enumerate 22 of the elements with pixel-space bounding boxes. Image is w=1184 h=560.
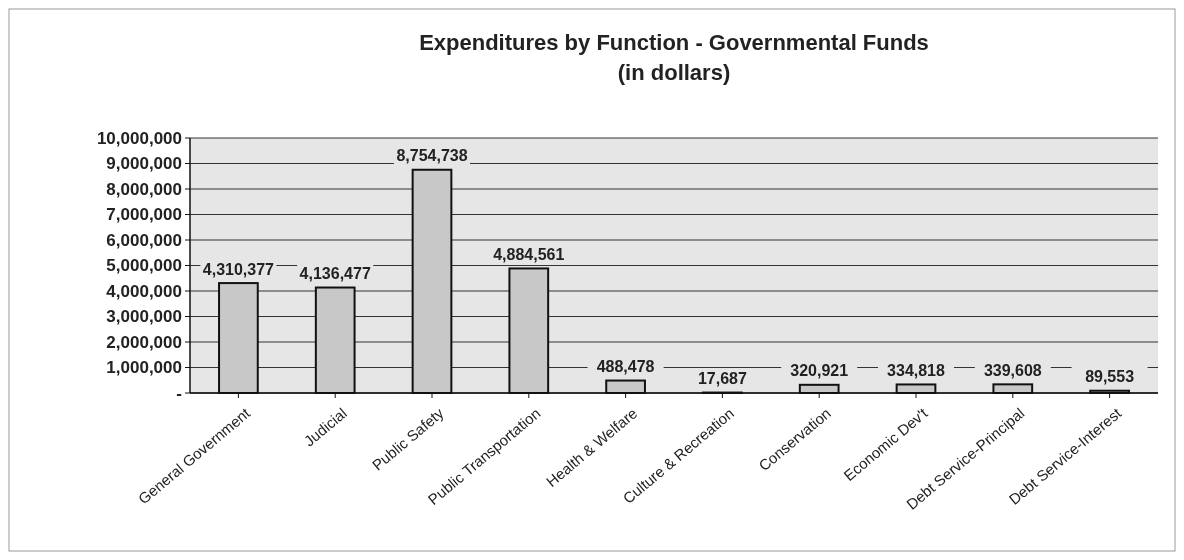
y-tick-label: 3,000,000 (106, 307, 182, 327)
y-tick-label: 9,000,000 (106, 154, 182, 174)
data-label: 4,310,377 (202, 260, 275, 278)
y-tick-label: 10,000,000 (96, 128, 182, 148)
y-tick-label: - (176, 383, 182, 403)
y-tick-label: 2,000,000 (106, 332, 182, 352)
y-tick-label: 8,000,000 (106, 179, 182, 199)
y-tick-label: 1,000,000 (106, 358, 182, 378)
data-label: 339,608 (983, 361, 1042, 379)
data-label: 4,884,561 (493, 246, 565, 264)
data-label: 89,553 (1085, 368, 1135, 386)
data-label: 334,818 (887, 362, 946, 380)
y-tick-label: 6,000,000 (106, 230, 182, 250)
data-label: 488,478 (596, 358, 655, 376)
data-label: 4,136,477 (299, 265, 371, 283)
data-label: 8,754,738 (396, 147, 468, 165)
chart-title: Expenditures by Function - Governmental Funds (in dollars) (419, 30, 929, 85)
data-label: 320,921 (790, 362, 849, 380)
data-label: 17,687 (697, 370, 747, 388)
y-tick-label: 5,000,000 (106, 256, 182, 276)
y-tick-label: 4,000,000 (106, 281, 182, 301)
y-tick-label: 7,000,000 (106, 205, 182, 225)
